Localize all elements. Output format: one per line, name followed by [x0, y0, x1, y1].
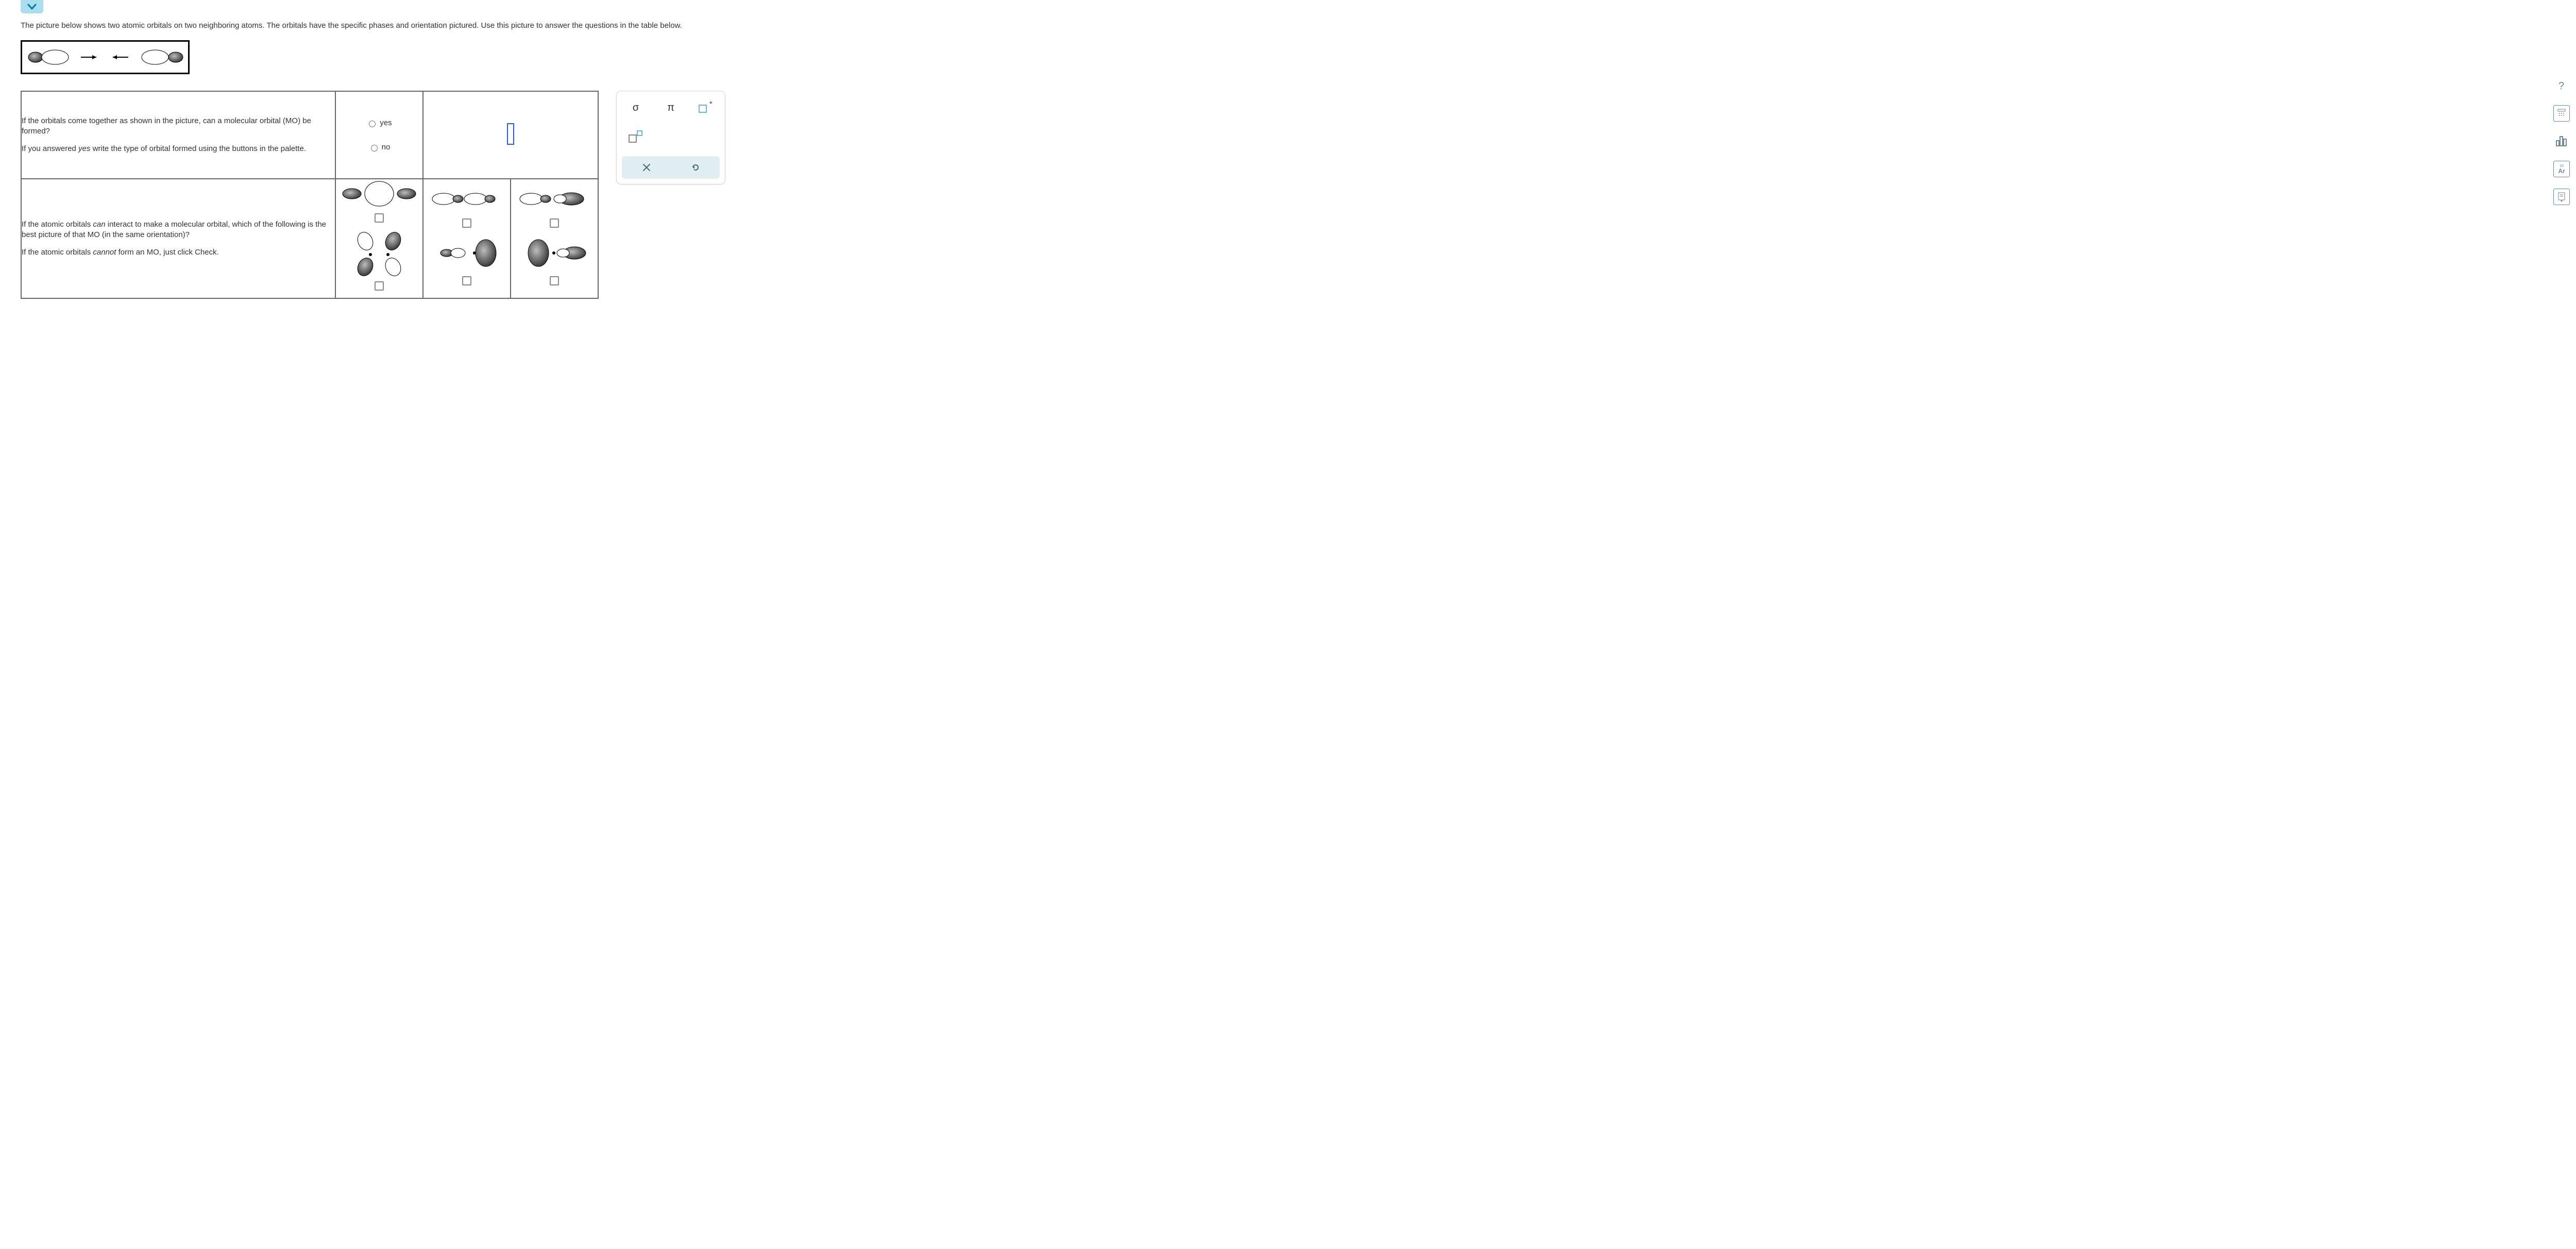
reference-button[interactable] — [2553, 189, 2570, 205]
question-table: If the orbitals come together as shown i… — [21, 91, 599, 299]
q2-text: If the atomic orbitals can interact to m… — [21, 179, 335, 298]
checkbox-icon — [550, 276, 559, 285]
checkbox-icon — [375, 213, 384, 223]
radio-yes[interactable]: yes — [336, 119, 422, 127]
help-icon: ? — [2556, 80, 2567, 91]
undo-icon — [691, 163, 700, 172]
mo-option-3[interactable] — [511, 184, 598, 230]
periodic-table-button[interactable]: 18 Ar — [2553, 161, 2570, 177]
help-button[interactable]: ? — [2553, 77, 2570, 94]
radio-no[interactable]: no — [336, 143, 422, 151]
reference-icon — [2557, 192, 2566, 202]
text-cursor — [507, 123, 514, 145]
orbital-type-input[interactable] — [423, 91, 598, 179]
mo-option-2[interactable] — [423, 184, 510, 230]
q1-line1: If the orbitals come together as shown i… — [22, 116, 311, 136]
mo-option-1[interactable] — [336, 179, 422, 225]
mo-option-6[interactable] — [511, 235, 598, 288]
close-icon — [642, 163, 651, 172]
palette-star-button[interactable]: * — [695, 98, 717, 117]
calculator-icon — [2557, 108, 2566, 119]
q1-text: If the orbitals come together as shown i… — [21, 91, 335, 179]
checkbox-icon — [375, 281, 384, 291]
superscript-star-icon: * — [698, 101, 714, 114]
collapse-toggle[interactable] — [21, 0, 43, 13]
chevron-down-icon — [27, 3, 37, 10]
symbol-palette: σ π * — [616, 91, 725, 184]
orbital-diagram — [21, 40, 190, 74]
checkbox-icon — [550, 218, 559, 228]
palette-pi-button[interactable]: π — [660, 98, 682, 117]
superscript-box-icon — [628, 130, 643, 143]
svg-text:?: ? — [2558, 80, 2564, 91]
mo-option-4[interactable] — [336, 230, 422, 293]
question-intro: The picture below shows two atomic orbit… — [21, 21, 752, 31]
tool-rail: ? 18 Ar — [2551, 77, 2572, 205]
pt-label: Ar — [2558, 168, 2565, 174]
data-button[interactable] — [2553, 133, 2570, 149]
palette-superscript-button[interactable] — [625, 127, 647, 146]
bar-chart-icon — [2555, 136, 2568, 147]
checkbox-icon — [462, 218, 471, 228]
palette-reset-button[interactable] — [671, 156, 720, 179]
calculator-button[interactable] — [2553, 105, 2570, 122]
checkbox-icon — [462, 276, 471, 285]
svg-text:*: * — [709, 101, 713, 108]
mo-option-5[interactable] — [423, 235, 510, 288]
palette-sigma-button[interactable]: σ — [625, 98, 647, 117]
palette-clear-button[interactable] — [622, 156, 671, 179]
